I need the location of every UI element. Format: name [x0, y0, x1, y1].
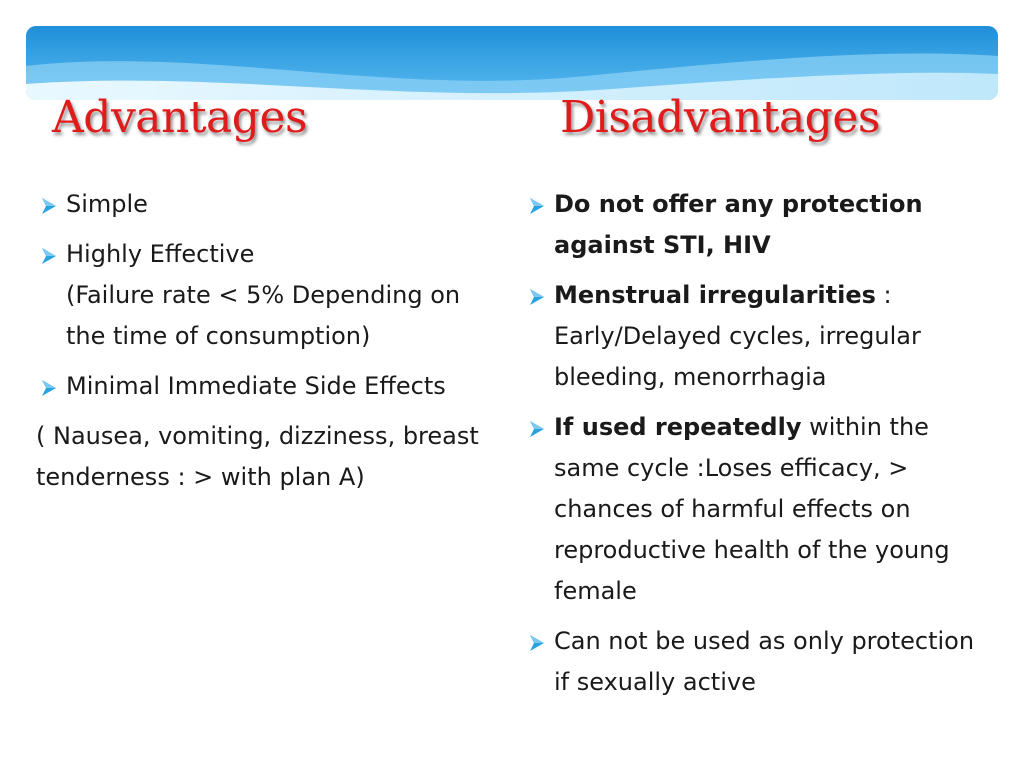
- disadvantages-heading: Disadvantages: [560, 92, 880, 143]
- disadvantages-column: Do not offer any protection against STI,…: [524, 184, 994, 712]
- arrow-bullet-icon: [527, 287, 547, 307]
- list-item: Highly Effective (Failure rate < 5% Depe…: [36, 234, 506, 357]
- title-banner: [26, 26, 998, 100]
- list-item: Can not be used as only protection if se…: [524, 621, 994, 703]
- arrow-bullet-icon: [39, 246, 59, 266]
- list-item: If used repeatedly within the same cycle…: [524, 407, 994, 612]
- arrow-bullet-icon: [527, 419, 547, 439]
- wave-banner-graphic: [26, 26, 998, 100]
- arrow-bullet-icon: [527, 633, 547, 653]
- side-effects-note: ( Nausea, vomiting, dizziness, breast te…: [36, 422, 479, 491]
- arrow-bullet-icon: [527, 196, 547, 216]
- arrow-bullet-icon: [39, 378, 59, 398]
- list-item: Minimal Immediate Side Effects: [36, 366, 506, 407]
- list-item: Simple: [36, 184, 506, 225]
- list-item: Do not offer any protection against STI,…: [524, 184, 994, 266]
- disadvantage-text: Can not be used as only protection if se…: [554, 627, 975, 696]
- advantage-detail: (Failure rate < 5% Depending on the time…: [66, 281, 461, 350]
- advantage-text: Simple: [66, 190, 148, 218]
- disadvantage-text: : Early/Delayed cycles, irregular bleedi…: [554, 281, 921, 391]
- list-item: Menstrual irregularities : Early/Delayed…: [524, 275, 994, 398]
- advantages-column: Simple Highly Effective (Failure rate < …: [36, 184, 506, 498]
- disadvantage-bold-text: Menstrual irregularities: [554, 281, 876, 309]
- advantages-list: Simple Highly Effective (Failure rate < …: [36, 184, 506, 407]
- advantage-text: Minimal Immediate Side Effects: [66, 372, 446, 400]
- disadvantage-bold-text: If used repeatedly: [554, 413, 802, 441]
- arrow-bullet-icon: [39, 196, 59, 216]
- disadvantages-list: Do not offer any protection against STI,…: [524, 184, 994, 703]
- advantages-heading: Advantages: [52, 92, 308, 143]
- disadvantage-bold-text: Do not offer any protection against STI,…: [554, 190, 923, 259]
- advantage-text: Highly Effective: [66, 240, 255, 268]
- disadvantage-text: within the same cycle :Loses efficacy, >…: [554, 413, 950, 605]
